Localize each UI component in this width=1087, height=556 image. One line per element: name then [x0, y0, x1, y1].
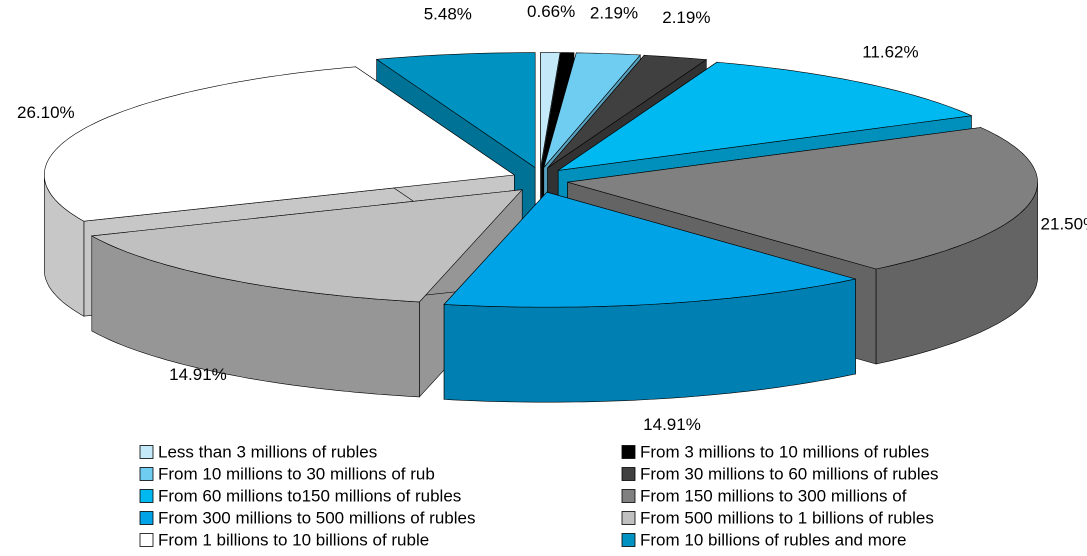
data-label: 11.62% [862, 42, 918, 61]
data-label: 26.10% [17, 103, 75, 122]
legend-swatch [621, 489, 636, 503]
data-label: 0.66% [527, 2, 575, 21]
legend-label: From 30 millions to 60 millions of ruble… [640, 464, 939, 483]
legend-swatch [139, 533, 154, 547]
data-label: 2.19% [662, 8, 710, 27]
slice-top [558, 61, 973, 171]
legend-swatch [139, 467, 154, 481]
legend-swatch [139, 489, 154, 503]
slice [443, 191, 856, 403]
slice-top [547, 54, 708, 169]
legend-label: From 150 millions to 300 millions of [640, 486, 907, 505]
legend-swatch [139, 511, 154, 525]
data-label: 21.50% [1041, 215, 1087, 234]
legend-swatch [621, 533, 636, 547]
legend-swatch [139, 445, 154, 459]
legend-label: From 10 billions of rubles and more [640, 530, 906, 549]
legend-label: Less than 3 millions of rubles [158, 442, 377, 461]
slice [90, 188, 523, 398]
slice-top [43, 66, 516, 222]
slice-top [543, 52, 641, 168]
slice-top [443, 191, 856, 308]
slice-top [567, 127, 1038, 270]
legend-label: From 1 billions to 10 billions of ruble [158, 530, 429, 549]
legend-label: From 3 millions to 10 millions of rubles [640, 442, 929, 461]
legend-label: From 10 millions to 30 millions of rub [158, 464, 435, 483]
slice-top [540, 52, 561, 168]
data-label: 14.91% [169, 365, 227, 384]
legend-label: From 500 millions to 1 billions of ruble… [640, 508, 934, 527]
data-label: 14.91% [643, 415, 701, 434]
slice-top [541, 52, 575, 168]
data-label: 2.19% [590, 3, 638, 22]
data-label: 5.48% [424, 4, 472, 23]
legend-label: From 60 millions to150 millions of ruble… [158, 486, 461, 505]
legend-label: From 300 millions to 500 millions of rub… [158, 508, 475, 527]
slice-top [375, 52, 536, 169]
legend-swatch [621, 445, 636, 459]
slice-top [90, 189, 523, 303]
legend-swatch [621, 467, 636, 481]
legend-swatch [621, 511, 636, 525]
